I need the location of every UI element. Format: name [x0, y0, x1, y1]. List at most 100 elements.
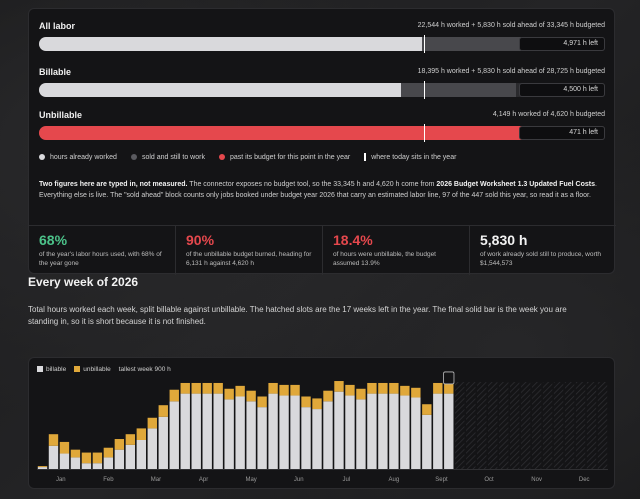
worked-segment: [39, 83, 402, 97]
unbillable-bar: [125, 434, 136, 445]
unbillable-bar: [191, 382, 201, 394]
billable-bar: [433, 393, 443, 469]
legend-label: unbillable: [83, 366, 111, 373]
unbillable-swatch-icon: [74, 366, 81, 372]
unbillable-bar: [70, 449, 81, 458]
month-label: Sept: [435, 477, 448, 483]
labor-bar-all: All labor 22,544 h worked + 5,830 h sold…: [39, 21, 605, 57]
unbillable-bar: [345, 384, 355, 396]
unbillable-bar: [81, 452, 92, 464]
bar-legend: hours already worked sold and still to w…: [39, 153, 456, 161]
unbillable-bar: [59, 441, 70, 454]
bar-track: 471 h left: [39, 124, 605, 142]
stat-desc: of work already sold still to produce, w…: [480, 251, 602, 267]
remaining-week-slot: [477, 382, 487, 469]
hours-left-badge: 4,500 h left: [519, 83, 605, 97]
weekly-chart-card: Jan Feb Mar Apr May Jun Jul Aug Sept Oct Nov Dec bi…: [28, 357, 615, 489]
hours-left-badge: 471 h left: [519, 126, 605, 140]
month-label: Jan: [56, 477, 66, 483]
month-label: Apr: [199, 477, 208, 483]
month-label: Feb: [103, 477, 114, 483]
worked-dot-icon: [39, 154, 45, 160]
remaining-week-slot: [564, 382, 575, 469]
billable-bar: [235, 396, 245, 469]
legend-ahead: sold and still to work: [130, 154, 205, 161]
tallest-week-note: tallest week 900 h: [118, 366, 171, 373]
billable-bar: [411, 397, 421, 469]
billable-bar: [70, 457, 81, 469]
billable-bar: [301, 407, 311, 469]
billable-bar: [180, 393, 190, 469]
remaining-week-slot: [542, 382, 553, 469]
legend-label: where today sits in the year: [371, 153, 457, 161]
stat-row: 68% of the year's labor hours used, with…: [29, 225, 616, 275]
month-label: Dec: [579, 477, 590, 483]
bar-track: 4,500 h left: [39, 81, 605, 99]
labor-bar-billable: Billable 18,395 h worked + 5,830 h sold …: [39, 67, 605, 103]
stat-desc: of the year's labor hours used, with 68%…: [39, 251, 162, 267]
remaining-week-slot: [520, 382, 531, 469]
unbillable-bar: [389, 382, 399, 394]
data-source-note: Two figures here are typed in, not measu…: [39, 180, 599, 201]
unbillable-bar: [367, 382, 377, 394]
billable-bar: [213, 393, 223, 469]
remaining-week-slot: [498, 382, 509, 469]
bar-label: Unbillable: [39, 110, 83, 120]
over-budget-segment: [39, 126, 548, 140]
billable-bar: [356, 399, 366, 469]
remaining-week-slot: [488, 382, 498, 469]
hours-left-badge: 4,971 h left: [519, 37, 605, 51]
sold-ahead-segment: [421, 37, 521, 51]
unbillable-bar: [37, 466, 48, 468]
weekly-bar-chart: Jan Feb Mar Apr May Jun Jul Aug Sept Oct Nov Dec: [37, 371, 608, 483]
billable-bar: [92, 463, 103, 469]
stat-sold-ahead: 5,830 h of work already sold still to pr…: [470, 226, 616, 275]
billable-bar: [48, 445, 59, 469]
stat-labor-used: 68% of the year's labor hours used, with…: [29, 226, 176, 275]
billable-bar: [169, 401, 179, 469]
legend-label: billable: [46, 366, 67, 373]
bar-label: Billable: [39, 67, 72, 77]
stat-value: 5,830 h: [480, 232, 528, 248]
sold-ahead-segment: [401, 83, 517, 97]
billable-bar: [59, 453, 70, 469]
remaining-week-slot: [455, 382, 465, 469]
unbillable-bar: [257, 396, 267, 408]
bar-summary: 22,544 h worked + 5,830 h sold ahead of …: [417, 22, 605, 29]
bar-summary: 18,395 h worked + 5,830 h sold ahead of …: [417, 68, 605, 75]
unbillable-bar: [136, 428, 147, 440]
billable-bar: [444, 393, 454, 469]
remaining-week-slot: [586, 382, 597, 469]
billable-bar: [279, 395, 289, 469]
billable-bar: [37, 467, 48, 469]
unbillable-bar: [290, 384, 300, 396]
legend-over: past its budget for this point in the ye…: [218, 154, 350, 161]
today-marker: [423, 81, 426, 99]
legend-billable: billable: [37, 366, 66, 373]
billable-bar: [202, 393, 212, 469]
legend-worked: hours already worked: [39, 154, 117, 161]
month-label: Oct: [484, 477, 494, 483]
legend-unbillable: unbillable: [74, 366, 111, 373]
note-source: 2026 Budget Worksheet 1.3 Updated Fuel C…: [436, 181, 595, 188]
billable-bar: [268, 393, 278, 469]
today-marker: [423, 124, 426, 142]
billable-bar: [246, 401, 256, 469]
unbillable-bar: [422, 404, 432, 415]
unbillable-bar: [147, 417, 157, 429]
remaining-week-slot: [597, 382, 608, 469]
billable-bar: [400, 395, 410, 469]
unbillable-bar: [301, 396, 311, 408]
unbillable-bar: [103, 447, 114, 458]
legend-today: where today sits in the year: [364, 153, 456, 161]
worked-segment: [39, 37, 422, 51]
unbillable-bar: [114, 439, 125, 450]
month-label: May: [245, 477, 256, 483]
unbillable-bar: [180, 382, 190, 394]
over-dot-icon: [218, 154, 225, 160]
stat-value: 18.4%: [333, 232, 373, 248]
remaining-week-slot: [575, 382, 586, 469]
stat-desc: of the unbillable budget burned, heading…: [186, 251, 312, 267]
stat-unbillable-burned: 90% of the unbillable budget burned, hea…: [176, 226, 323, 275]
month-label: Nov: [531, 477, 542, 483]
